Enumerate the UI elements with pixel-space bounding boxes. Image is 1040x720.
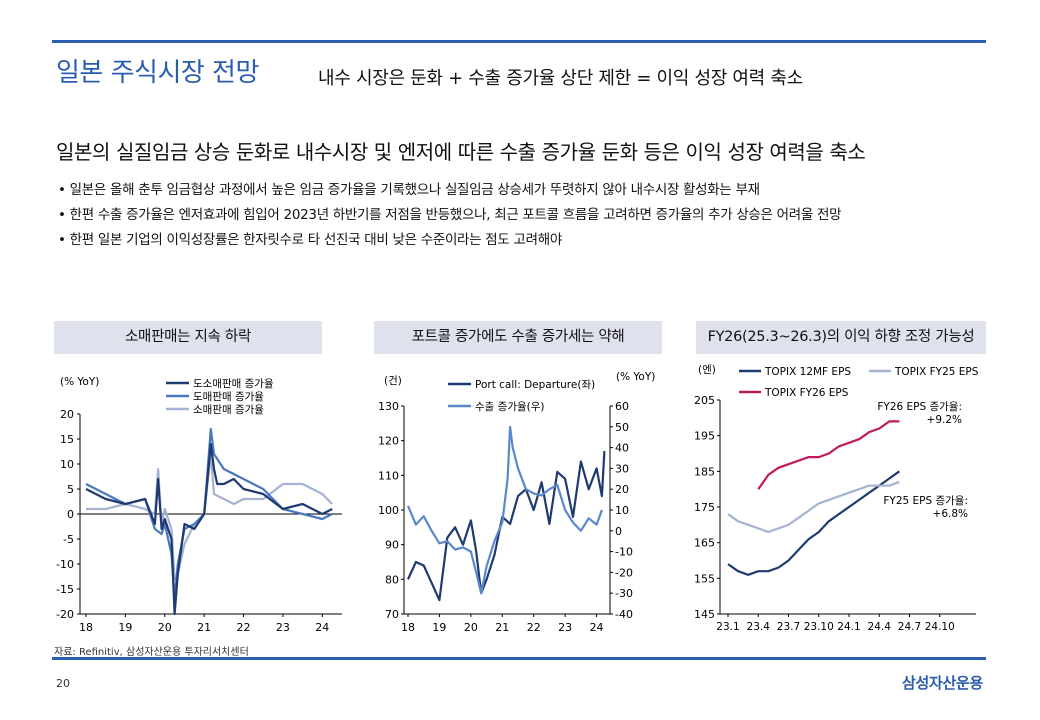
y-axis-label: (엔) [698,364,716,376]
y-tick-label: 80 [385,573,399,586]
x-tick-label: 20 [158,621,172,634]
y-tick-label: -20 [56,608,74,621]
x-tick-label: 20 [464,621,478,634]
chart3-header: FY26(25.3~26.3)의 이익 하향 조정 가능성 [696,321,986,354]
y-tick-label: -10 [56,558,74,571]
chart1-header: 소매판매는 지속 하락 [54,321,322,354]
x-tick-label: 22 [237,621,251,634]
y-tick-label: 10 [60,458,74,471]
legend-label: 수출 증가율(우) [475,401,545,413]
y2-tick-label: 30 [615,462,629,475]
y2-tick-label: 50 [615,421,629,434]
x-tick-label: 24.4 [868,621,892,633]
y-tick-label: 205 [694,394,715,407]
bullet-list: 일본은 올해 춘투 임금협상 과정에서 높은 임금 증가율을 기록했으나 실질임… [58,178,842,253]
y2-tick-label: -30 [615,587,633,600]
page-subtitle: 내수 시장은 둔화 + 수출 증가율 상단 제한 = 이익 성장 여력 축소 [318,68,803,89]
x-tick-label: 21 [197,621,211,634]
y-tick-label: -15 [56,583,74,596]
annotation: FY25 EPS 증가율: +6.8% [883,495,968,520]
x-tick-label: 19 [432,621,446,634]
series-line [757,420,900,490]
page-title: 일본 주식시장 전망 [56,58,259,88]
series-line [85,442,333,616]
y-tick-label: 0 [67,508,74,521]
page-number: 20 [56,677,70,690]
y-tick-label: 165 [694,537,715,550]
y-tick-label: 145 [694,608,715,621]
annotation: FY26 EPS 증가율: +9.2% [877,401,962,426]
x-tick-label: 22 [527,621,541,634]
y-tick-label: 100 [378,504,399,517]
legend-label: 도매판매 증가율 [193,391,264,403]
x-tick-label: 23.7 [777,621,800,633]
y-tick-label: 5 [67,483,74,496]
chart-port-call-exports: 1301201101009080706050403020100-10-20-30… [378,371,655,634]
y2-tick-label: -40 [615,608,633,621]
source-note: 자료: Refinitiv, 삼성자산운용 투자리서치센터 [54,647,249,658]
y-axis-label: (% YoY) [60,376,99,388]
legend-label: TOPIX 12MF EPS [764,366,851,378]
x-tick-label: 23 [558,621,572,634]
x-tick-label: 23.4 [747,621,771,633]
legend-label: TOPIX FY26 EPS [764,387,849,399]
top-divider [52,40,986,43]
y2-tick-label: -20 [615,566,633,579]
y2-tick-label: 20 [615,483,629,496]
x-tick-label: 23.1 [716,621,739,633]
y-tick-label: -5 [63,533,74,546]
y-tick-label: 195 [694,430,715,443]
y-tick-label: 175 [694,501,715,514]
y-tick-label: 120 [378,435,399,448]
series-line [85,427,333,601]
chart-retail-sales: 20 15 10 5 0 -5 -10 -15 -20 18 19 20 21 22 23 24 (% YoY)… [56,376,342,634]
x-tick-label: 19 [118,621,132,634]
x-tick-label: 18 [401,621,415,634]
y2-axis-label: (% YoY) [616,371,655,383]
series-line [406,425,603,595]
y-tick-label: 130 [378,400,399,413]
x-tick-label: 23.10 [804,621,834,633]
y-tick-label: 90 [385,539,399,552]
brand-logo: 삼성자산운용 [901,674,983,692]
y-tick-label: 110 [378,469,399,482]
bullet-item: 한편 일본 기업의 이익성장률은 한자릿수로 타 선진국 대비 낮은 수준이라는… [58,228,841,253]
x-tick-label: 21 [495,621,509,634]
series-line [727,470,901,576]
legend-label: Port call: Departure(좌) [475,379,595,391]
y2-tick-label: 0 [615,525,622,538]
x-tick-label: 24.10 [925,621,955,633]
x-tick-label: 24.1 [837,621,860,633]
y-axis-label: (건) [384,375,402,387]
bullet-item: 일본은 올해 춘투 임금협상 과정에서 높은 임금 증가율을 기록했으나 실질임… [58,178,841,203]
legend-label: 도소매판매 증가율 [193,378,274,390]
x-tick-label: 23 [276,621,290,634]
legend-label: 소매판매 증가율 [193,404,264,416]
y2-tick-label: 40 [615,442,629,455]
x-tick-label: 24.7 [898,621,921,633]
bottom-divider [52,657,986,660]
y-tick-label: 20 [60,408,74,421]
y-tick-label: 70 [385,608,399,621]
x-tick-label: 24 [315,621,329,634]
bullet-item: 한편 수출 증가율은 엔저효과에 힘입어 2023년 하반기를 저점을 반등했으… [58,203,842,228]
y-tick-label: 185 [694,465,715,478]
y2-tick-label: -10 [615,546,633,559]
y2-tick-label: 60 [615,400,629,413]
headline: 일본의 실질임금 상승 둔화로 내수시장 및 엔저에 따른 수출 증가율 둔화 … [56,140,866,164]
y2-tick-label: 10 [615,504,629,517]
x-tick-label: 24 [590,621,604,634]
legend-label: TOPIX FY25 EPS [894,366,979,378]
y-tick-label: 155 [694,572,715,585]
series-line [406,451,606,602]
x-tick-label: 18 [79,621,93,634]
series-line [727,480,900,534]
chart2-header: 포트콜 증가에도 수출 증가세는 약해 [374,321,662,354]
y-tick-label: 15 [60,433,74,446]
